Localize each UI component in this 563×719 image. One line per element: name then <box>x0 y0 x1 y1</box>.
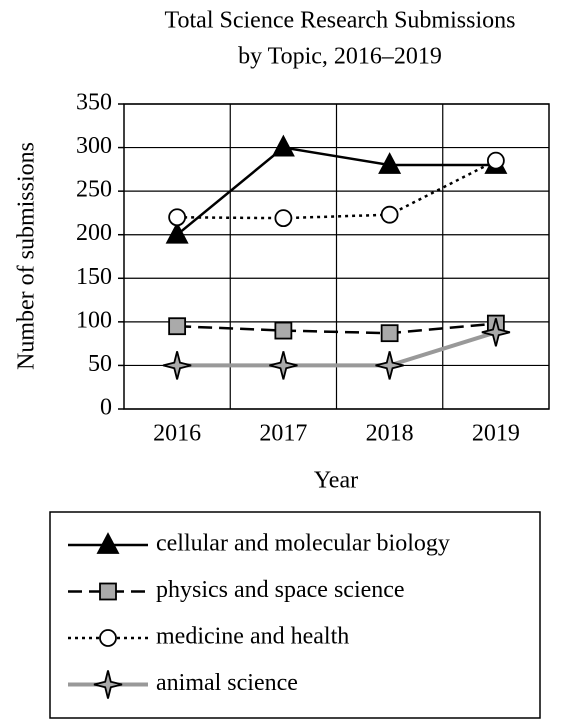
legend-label: medicine and health <box>156 624 349 650</box>
legend-box <box>49 511 541 719</box>
marker-circle <box>168 208 187 227</box>
marker-circle <box>486 151 505 170</box>
y-tick-label: 100 <box>76 307 112 333</box>
legend-label: cellular and molecular biology <box>156 531 450 557</box>
y-tick-label: 200 <box>76 220 112 246</box>
y-tick-label: 350 <box>76 90 112 116</box>
chart-title: by Topic, 2016–2019 <box>238 44 442 70</box>
y-tick-label: 250 <box>76 177 112 203</box>
marker-star <box>269 351 298 380</box>
marker-star <box>375 351 404 380</box>
chart-title: Total Science Research Submissions <box>165 8 516 34</box>
marker-star <box>162 351 192 380</box>
x-tick-label: 2017 <box>259 421 307 447</box>
series-line <box>176 146 496 236</box>
marker-star <box>481 318 511 347</box>
y-tick-label: 0 <box>100 395 112 421</box>
y-tick-label: 300 <box>76 133 112 159</box>
legend-marker <box>99 629 117 647</box>
legend-marker <box>93 670 123 699</box>
legend-label: physics and space science <box>156 577 405 603</box>
marker-square <box>274 321 293 340</box>
series-line <box>177 330 497 368</box>
y-tick-label: 150 <box>76 264 112 290</box>
legend-label: animal science <box>156 670 298 696</box>
y-tick-label: 50 <box>88 351 112 377</box>
x-tick-label: 2019 <box>472 421 520 447</box>
series-line <box>177 322 496 335</box>
marker-circle <box>274 209 293 228</box>
plot-frame <box>123 103 550 410</box>
marker-triangle <box>378 152 402 174</box>
marker-circle <box>380 205 399 224</box>
marker-triangle <box>165 221 189 244</box>
x-tick-label: 2018 <box>366 421 414 447</box>
marker-triangle <box>271 134 295 157</box>
x-axis-label: Year <box>314 468 358 494</box>
legend-marker <box>99 582 117 601</box>
marker-square <box>168 317 187 336</box>
y-axis-label: Number of submissions <box>14 142 40 370</box>
legend-marker <box>96 532 120 554</box>
x-tick-label: 2016 <box>153 421 201 447</box>
marker-square <box>380 324 399 343</box>
